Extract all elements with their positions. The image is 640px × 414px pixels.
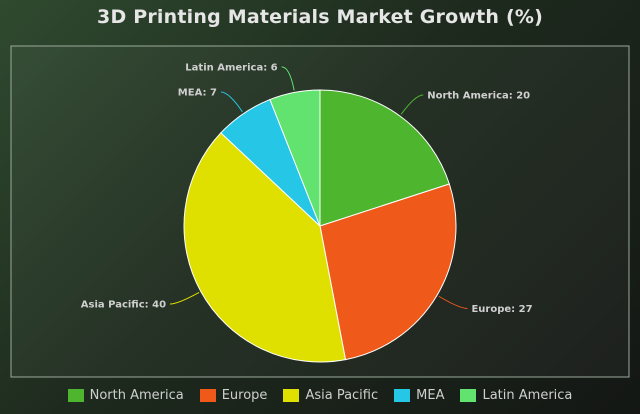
leader-line-north-america [400,94,424,115]
leader-line-europe [438,295,468,309]
chart-title: 3D Printing Materials Market Growth (%) [97,6,543,28]
legend: North America Europe Asia Pacific MEA Latin … [0,388,640,403]
legend-item-europe[interactable]: Europe [199,388,268,403]
legend-swatch [394,389,411,402]
data-label-latin-america: Latin America: 6 [185,62,277,73]
legend-item-north-america[interactable]: North America [67,388,184,403]
legend-label: Europe [221,388,268,403]
legend-item-asia-pacific[interactable]: Asia Pacific [283,388,378,403]
leader-line-latin-america [281,66,295,91]
legend-label: Latin America [482,388,573,403]
legend-swatch [67,389,84,402]
legend-swatch [199,389,216,402]
legend-swatch [283,389,300,402]
data-label-asia-pacific: Asia Pacific: 40 [81,300,166,311]
pie-slice-latin-america[interactable] [269,89,321,227]
pie-slice-asia-pacific[interactable] [183,132,347,363]
legend-label: Asia Pacific [305,388,379,403]
data-label-europe: Europe: 27 [471,304,532,315]
legend-swatch [460,389,477,402]
legend-item-mea[interactable]: MEA [394,388,444,403]
leader-line-mea [220,91,243,113]
legend-item-latin-america[interactable]: Latin America [460,388,572,403]
pie-slice-europe[interactable] [319,183,457,361]
legend-label: MEA [416,388,445,403]
data-label-mea: MEA: 7 [178,88,217,99]
leader-line-asia-pacific [170,292,200,305]
pie-slice-north-america[interactable] [319,89,450,227]
data-label-north-america: North America: 20 [427,90,530,101]
legend-label: North America [89,388,184,403]
